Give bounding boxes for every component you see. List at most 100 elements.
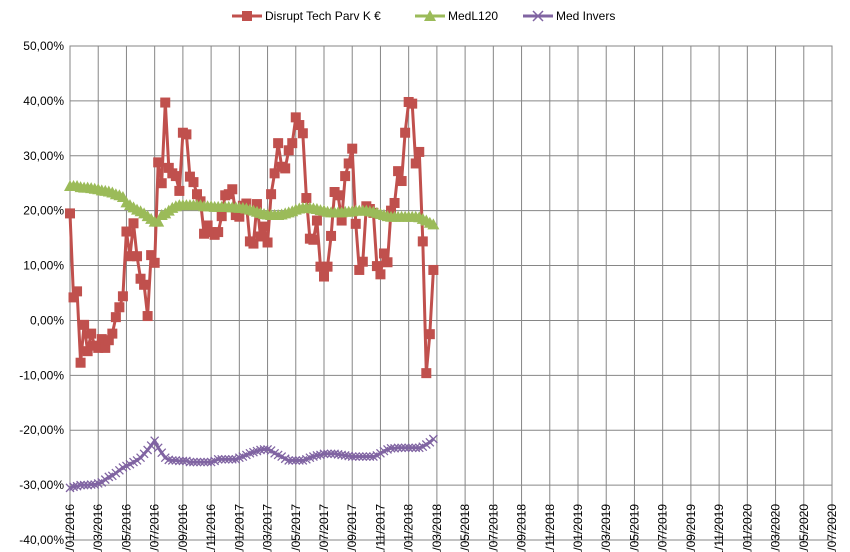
- y-tick-label: 10,00%: [23, 259, 64, 273]
- data-point: [284, 455, 294, 465]
- x-tick-label: 1/03/2020: [769, 504, 783, 552]
- data-point: [76, 480, 86, 490]
- data-point: [354, 264, 365, 275]
- data-point: [340, 451, 350, 460]
- data-point: [114, 302, 125, 313]
- y-tick-label: 30,00%: [23, 149, 64, 163]
- y-tick-label: 0,00%: [30, 313, 64, 327]
- data-point: [389, 197, 400, 208]
- legend-item-med-invers: Med Invers: [523, 9, 615, 23]
- x-tick-label: 1/07/2017: [317, 504, 331, 552]
- data-point: [340, 171, 351, 182]
- data-point: [86, 480, 96, 490]
- data-point: [202, 220, 213, 231]
- data-point: [273, 138, 284, 149]
- series-1: [64, 179, 440, 230]
- series-2: [65, 434, 438, 493]
- data-point: [107, 328, 118, 339]
- data-point: [213, 454, 223, 464]
- data-point: [227, 184, 238, 195]
- x-tick-label: 1/09/2017: [345, 504, 359, 552]
- data-point: [128, 218, 139, 229]
- data-point: [75, 357, 86, 368]
- data-point: [386, 443, 396, 453]
- x-tick-label: 1/05/2016: [119, 504, 133, 552]
- data-point: [103, 335, 114, 346]
- data-point: [69, 482, 78, 492]
- x-tick-label: 1/09/2016: [176, 504, 190, 552]
- data-point: [65, 208, 75, 219]
- data-point: [361, 452, 371, 462]
- data-point: [407, 98, 418, 109]
- x-tick-label: 1/03/2018: [430, 504, 444, 552]
- data-point: [100, 342, 111, 353]
- data-point: [146, 250, 157, 261]
- data-point: [83, 480, 93, 490]
- data-point: [149, 257, 160, 268]
- data-point: [216, 211, 227, 222]
- y-tick-label: 20,00%: [23, 204, 64, 218]
- data-point: [160, 97, 171, 108]
- data-point: [291, 455, 301, 465]
- data-point: [157, 448, 167, 458]
- data-point: [333, 190, 344, 201]
- data-point: [192, 189, 202, 200]
- data-point: [256, 445, 265, 455]
- data-point: [382, 257, 393, 268]
- data-point: [294, 120, 305, 131]
- data-point: [308, 234, 319, 245]
- data-point: [150, 436, 160, 446]
- legend: Disrupt Tech Parv K € MedL120 Med Invers: [232, 9, 615, 23]
- data-point: [188, 177, 199, 188]
- data-point: [185, 457, 195, 467]
- data-point: [248, 238, 259, 249]
- data-point: [357, 256, 368, 267]
- y-tick-label: -30,00%: [19, 478, 64, 492]
- data-point: [199, 457, 209, 467]
- x-tick-label: 1/01/2019: [571, 504, 585, 552]
- data-point: [421, 368, 432, 379]
- data-point: [428, 264, 439, 275]
- data-point: [121, 226, 132, 237]
- data-point: [287, 138, 298, 149]
- y-tick-label: -20,00%: [19, 423, 64, 437]
- data-point: [152, 215, 165, 227]
- data-point: [189, 457, 198, 467]
- data-point: [174, 456, 184, 466]
- data-point: [414, 146, 425, 157]
- legend-label-medl120: MedL120: [448, 9, 498, 23]
- data-point: [184, 171, 195, 182]
- data-point: [319, 271, 329, 282]
- y-axis: -40,00% -30,00% -20,00% -10,00% 0,00% 10,00% 2…: [19, 39, 64, 547]
- x-tick-label: 1/07/2018: [486, 504, 500, 552]
- data-point: [400, 443, 410, 453]
- x-tick-label: 1/07/2020: [825, 504, 839, 552]
- data-point: [393, 166, 404, 177]
- data-point: [336, 215, 347, 226]
- data-point: [153, 157, 164, 168]
- x-tick-label: 1/11/2019: [712, 504, 726, 552]
- data-point: [280, 163, 291, 174]
- data-point: [259, 221, 270, 232]
- data-point: [68, 292, 79, 303]
- data-point: [153, 443, 163, 453]
- legend-label-disrupt: Disrupt Tech Parv K €: [265, 9, 381, 23]
- data-point: [410, 158, 421, 169]
- data-point: [146, 441, 156, 451]
- data-point: [294, 455, 304, 465]
- data-point: [167, 455, 177, 465]
- data-point: [337, 450, 347, 460]
- data-point: [375, 269, 386, 280]
- data-point: [142, 311, 153, 322]
- data-point: [407, 443, 417, 453]
- data-point: [164, 455, 174, 465]
- data-point: [396, 176, 407, 187]
- legend-item-disrupt: Disrupt Tech Parv K €: [232, 9, 381, 23]
- data-point: [79, 319, 90, 330]
- x-tick-label: 1/05/2019: [627, 504, 641, 552]
- series-layer: [64, 96, 440, 493]
- data-point: [424, 329, 435, 340]
- data-point: [117, 291, 128, 302]
- data-point: [269, 168, 280, 179]
